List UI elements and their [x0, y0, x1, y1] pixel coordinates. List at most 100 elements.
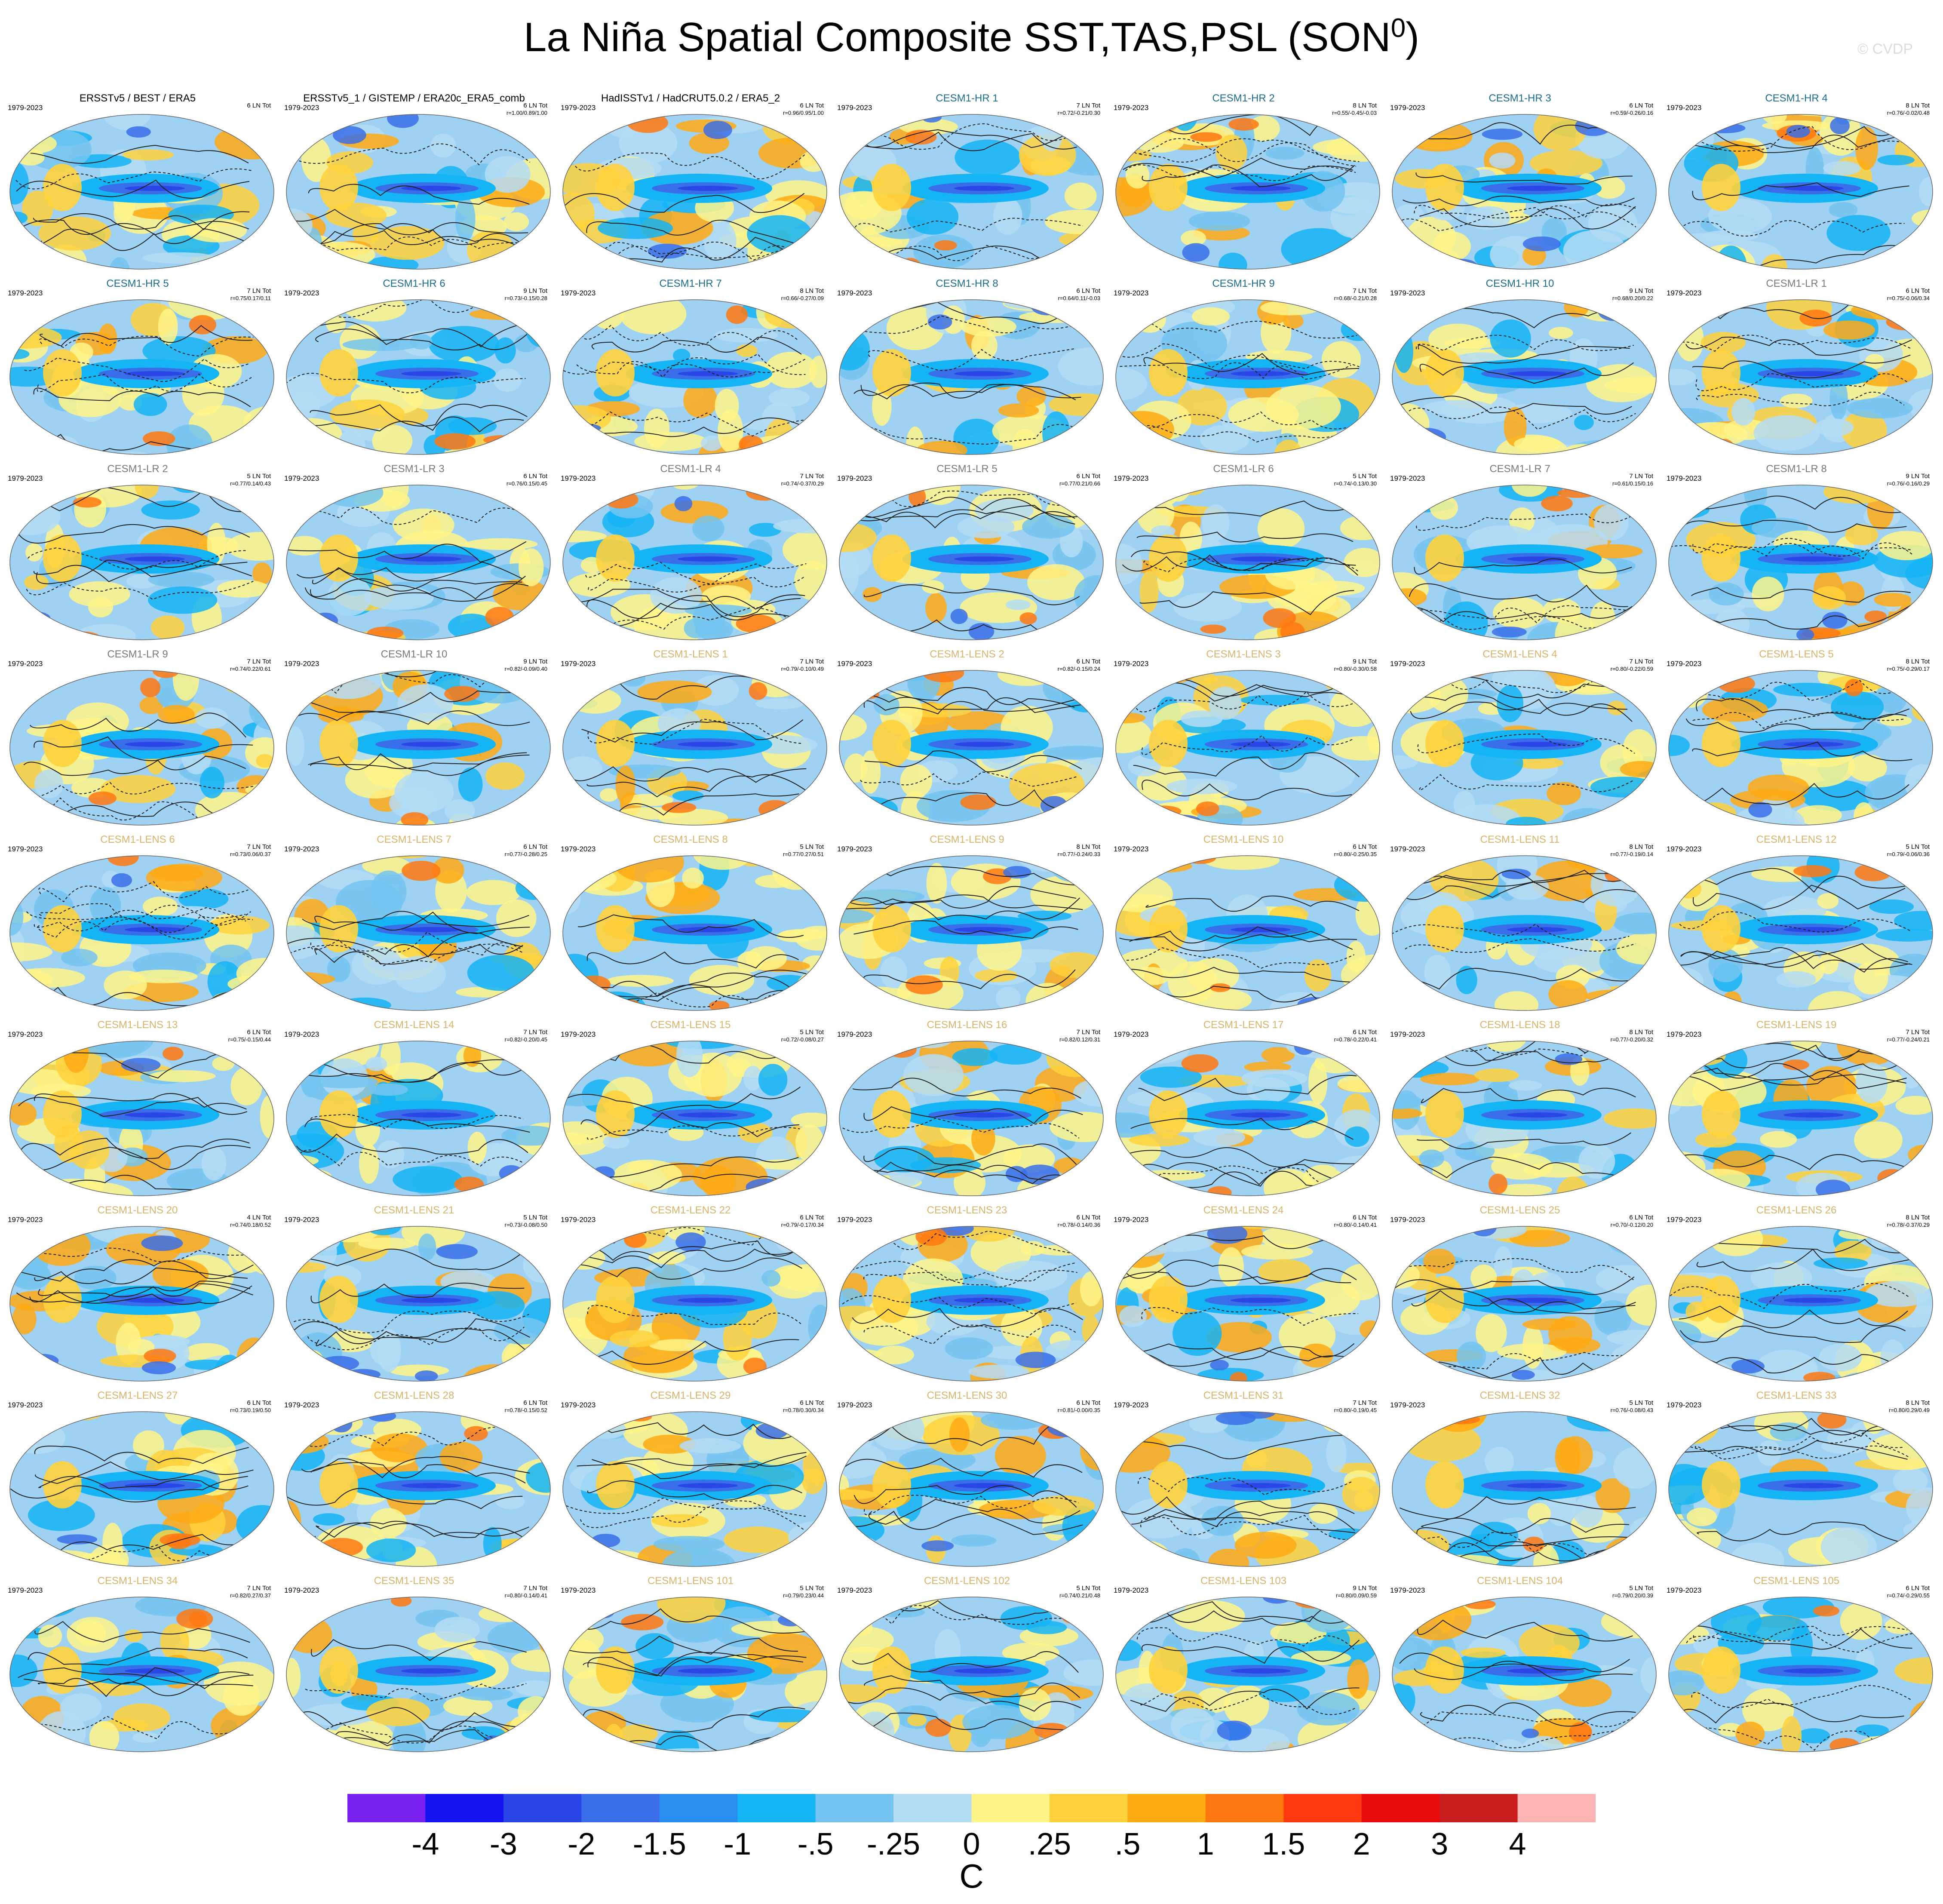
panel-pattern-correlation: r=0.79/-0.06/0.36 — [1887, 851, 1930, 857]
panel-title: CESM1-LENS 20 — [97, 1204, 178, 1216]
panel-years: 1979-2023 — [1390, 1030, 1425, 1038]
global-anomaly-map — [1115, 299, 1380, 455]
panel-pattern-correlation: r=0.82/-0.09/0.40 — [504, 666, 547, 672]
panel-event-count: 7 LN Tot — [1906, 1029, 1930, 1036]
colorbar — [347, 1794, 1596, 1822]
global-anomaly-map — [9, 114, 274, 270]
panel-event-count: 9 LN Tot — [523, 658, 547, 665]
colorbar-tick-label: -1.5 — [632, 1827, 686, 1861]
panel-event-count: 7 LN Tot — [800, 473, 824, 480]
global-anomaly-map — [562, 299, 827, 455]
panel-title: ERSSTv5 / BEST / ERA5 — [79, 92, 196, 104]
global-anomaly-map — [839, 855, 1104, 1011]
panel-event-count: 6 LN Tot — [800, 102, 824, 109]
panel-event-count: 8 LN Tot — [1906, 658, 1930, 665]
global-anomaly-map — [839, 1041, 1104, 1196]
global-anomaly-map — [9, 855, 274, 1011]
panel-event-count: 7 LN Tot — [1353, 1399, 1377, 1407]
panel-title: CESM1-HR 1 — [936, 92, 998, 104]
panel-event-count: 5 LN Tot — [1906, 843, 1930, 851]
map-panel: CESM1-LENS 16 1979-2023 7 LN Tot r=0.82/0.1… — [829, 1019, 1105, 1204]
panel-years: 1979-2023 — [837, 1030, 872, 1038]
map-panel: CESM1-LENS 7 1979-2023 6 LN Tot r=0.77/-0.2… — [276, 834, 552, 1019]
panel-title: CESM1-LR 5 — [936, 463, 998, 475]
colorbar-tick-label: -.5 — [797, 1827, 834, 1861]
global-anomaly-map — [839, 670, 1104, 826]
panel-years: 1979-2023 — [561, 845, 596, 853]
panel-title: CESM1-LR 9 — [107, 648, 168, 660]
global-anomaly-map — [839, 114, 1104, 270]
global-anomaly-map — [1115, 855, 1380, 1011]
panel-event-count: 6 LN Tot — [1353, 1029, 1377, 1036]
map-panel: CESM1-LENS 31 1979-2023 7 LN Tot r=0.80/-0.… — [1106, 1390, 1381, 1575]
colorbar-swatch — [581, 1794, 660, 1822]
map-panel: CESM1-LR 7 1979-2023 7 LN Tot r=0.61/0.15/0… — [1382, 463, 1658, 648]
map-panel: CESM1-HR 3 1979-2023 6 LN Tot r=0.59/-0.26/… — [1382, 92, 1658, 277]
colorbar-swatch — [737, 1794, 816, 1822]
global-anomaly-map — [286, 670, 551, 826]
panel-title: CESM1-LENS 30 — [927, 1390, 1007, 1401]
global-anomaly-map — [1668, 1226, 1933, 1382]
panel-years: 1979-2023 — [1114, 660, 1149, 668]
panel-pattern-correlation: r=0.74/0.22/0.61 — [230, 666, 271, 672]
global-anomaly-map — [1668, 114, 1933, 270]
global-anomaly-map — [839, 1226, 1104, 1382]
panel-event-count: 6 LN Tot — [1076, 658, 1100, 665]
panel-years: 1979-2023 — [1390, 1216, 1425, 1224]
panel-years: 1979-2023 — [1390, 660, 1425, 668]
panel-years: 1979-2023 — [1114, 104, 1149, 112]
colorbar-swatch — [425, 1794, 504, 1822]
panel-years: 1979-2023 — [561, 289, 596, 297]
panel-title: CESM1-LENS 11 — [1480, 834, 1560, 845]
map-panel: CESM1-HR 9 1979-2023 7 LN Tot r=0.68/-0.21/… — [1106, 278, 1381, 463]
map-panel: CESM1-LENS 23 1979-2023 6 LN Tot r=0.78/-0.… — [829, 1204, 1105, 1389]
panel-event-count: 7 LN Tot — [523, 1029, 547, 1036]
panel-pattern-correlation: r=0.77/-0.24/0.33 — [1057, 851, 1100, 857]
map-panel: CESM1-LR 6 1979-2023 5 LN Tot r=0.74/-0.13/… — [1106, 463, 1381, 648]
global-anomaly-map — [1115, 114, 1380, 270]
global-anomaly-map — [1668, 1411, 1933, 1567]
colorbar-swatch — [1440, 1794, 1518, 1822]
global-anomaly-map — [1668, 485, 1933, 640]
panel-pattern-correlation: r=0.77/0.21/0.66 — [1059, 480, 1100, 487]
map-panel: CESM1-LENS 11 1979-2023 8 LN Tot r=0.77/-0.… — [1382, 834, 1658, 1019]
panel-event-count: 6 LN Tot — [523, 843, 547, 851]
colorbar-swatch — [1361, 1794, 1440, 1822]
panel-years: 1979-2023 — [1390, 104, 1425, 112]
panel-event-count: 8 LN Tot — [1906, 102, 1930, 109]
panel-years: 1979-2023 — [284, 845, 319, 853]
map-panel: CESM1-LENS 21 1979-2023 5 LN Tot r=0.73/-0.… — [276, 1204, 552, 1389]
panel-title: CESM1-LENS 26 — [1756, 1204, 1837, 1216]
map-panel: CESM1-LR 10 1979-2023 9 LN Tot r=0.82/-0.09… — [276, 648, 552, 833]
colorbar-tick-label: 3 — [1431, 1827, 1449, 1861]
global-anomaly-map — [1392, 114, 1657, 270]
panel-title: CESM1-LENS 15 — [650, 1019, 731, 1031]
global-anomaly-map — [562, 1411, 827, 1567]
global-anomaly-map — [1668, 670, 1933, 826]
global-anomaly-map — [1392, 1411, 1657, 1567]
panel-years: 1979-2023 — [1667, 1030, 1702, 1038]
panel-title: CESM1-LENS 105 — [1753, 1575, 1840, 1587]
panel-title: CESM1-LENS 28 — [374, 1390, 454, 1401]
panel-pattern-correlation: r=0.73/0.19/0.50 — [230, 1407, 271, 1413]
panel-pattern-correlation: r=0.79/0.23/0.44 — [783, 1592, 824, 1599]
panel-title: CESM1-LR 2 — [107, 463, 168, 475]
panel-years: 1979-2023 — [1667, 474, 1702, 482]
colorbar-tick-label: 4 — [1509, 1827, 1526, 1861]
map-panel: CESM1-LENS 29 1979-2023 6 LN Tot r=0.78/0.3… — [553, 1390, 828, 1575]
panel-event-count: 9 LN Tot — [1629, 287, 1653, 295]
panel-event-count: 5 LN Tot — [247, 473, 271, 480]
map-panel: CESM1-LENS 17 1979-2023 6 LN Tot r=0.78/-0.… — [1106, 1019, 1381, 1204]
panel-title: HadISSTv1 / HadCRUT5.0.2 / ERA5_2 — [601, 92, 780, 104]
map-panel: CESM1-LENS 27 1979-2023 6 LN Tot r=0.73/0.1… — [0, 1390, 275, 1575]
panel-title: CESM1-LR 3 — [384, 463, 445, 475]
panel-years: 1979-2023 — [561, 104, 596, 112]
panel-event-count: 8 LN Tot — [800, 287, 824, 295]
panel-title: CESM1-LENS 9 — [930, 834, 1004, 845]
panel-title: CESM1-LENS 104 — [1476, 1575, 1563, 1587]
panel-title: ERSSTv5_1 / GISTEMP / ERA20c_ERA5_comb — [303, 92, 525, 104]
panel-pattern-correlation: r=1.00/0.89/1.00 — [506, 110, 547, 116]
map-panel: CESM1-LENS 2 1979-2023 6 LN Tot r=0.82/-0.1… — [829, 648, 1105, 833]
panel-title: CESM1-LENS 102 — [924, 1575, 1010, 1587]
panel-pattern-correlation: r=0.73/-0.15/0.28 — [504, 295, 547, 301]
